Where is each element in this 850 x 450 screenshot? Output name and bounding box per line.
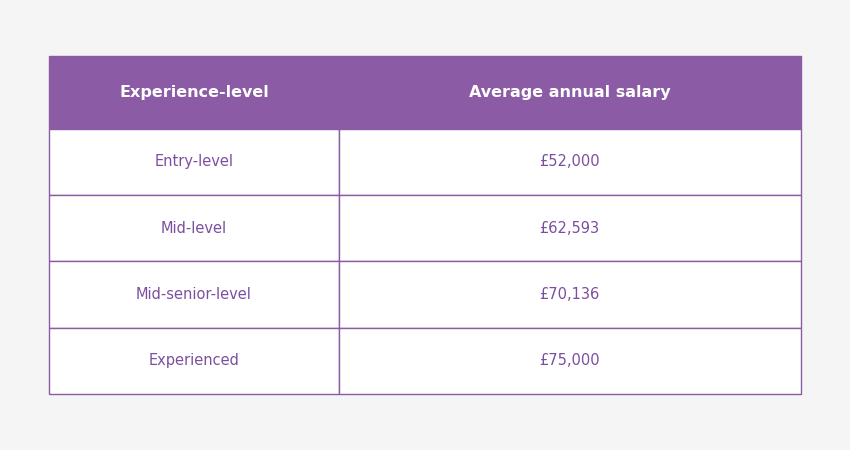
FancyBboxPatch shape	[49, 129, 338, 195]
FancyBboxPatch shape	[49, 195, 338, 261]
Text: Average annual salary: Average annual salary	[469, 85, 671, 100]
Text: Mid-senior-level: Mid-senior-level	[136, 287, 252, 302]
Text: Entry-level: Entry-level	[155, 154, 234, 170]
FancyBboxPatch shape	[49, 328, 338, 394]
Text: £62,593: £62,593	[540, 220, 600, 236]
FancyBboxPatch shape	[338, 261, 801, 328]
Text: £75,000: £75,000	[540, 353, 600, 368]
Text: £52,000: £52,000	[540, 154, 600, 170]
FancyBboxPatch shape	[338, 56, 801, 129]
Text: Experienced: Experienced	[149, 353, 240, 368]
Text: Experience-level: Experience-level	[119, 85, 269, 100]
FancyBboxPatch shape	[338, 129, 801, 195]
FancyBboxPatch shape	[338, 195, 801, 261]
FancyBboxPatch shape	[49, 56, 338, 129]
Text: Mid-level: Mid-level	[161, 220, 227, 236]
FancyBboxPatch shape	[338, 328, 801, 394]
FancyBboxPatch shape	[49, 261, 338, 328]
Text: £70,136: £70,136	[540, 287, 600, 302]
